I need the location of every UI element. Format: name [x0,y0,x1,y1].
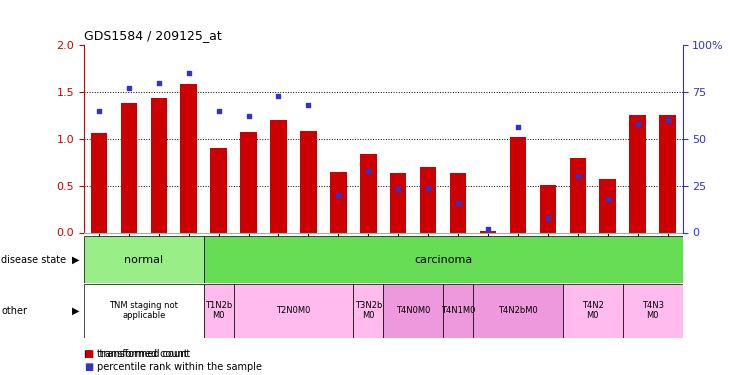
Text: T4N2bM0: T4N2bM0 [498,306,538,315]
Bar [240,132,257,232]
Point [542,214,554,220]
Bar [120,103,137,232]
Point [662,117,674,123]
Point [213,108,225,114]
Bar [659,116,676,232]
Bar [91,133,107,232]
Point [422,184,434,190]
Text: other: other [1,306,28,315]
Text: ▶: ▶ [72,306,79,315]
Bar [599,179,616,232]
Point [572,173,584,179]
Text: transformed count: transformed count [97,349,188,359]
Bar [330,172,347,232]
Bar [563,284,623,338]
Point [453,200,464,206]
Bar [84,236,204,283]
Point [483,226,494,232]
Bar [443,284,473,338]
Point [602,196,613,202]
Text: percentile rank within the sample: percentile rank within the sample [97,362,262,372]
Text: T4N2
M0: T4N2 M0 [582,301,604,320]
Bar [450,172,466,232]
Bar [270,120,287,232]
Bar [180,84,197,232]
Text: T3N2b
M0: T3N2b M0 [355,301,382,320]
Bar [210,148,227,232]
Text: T4N0M0: T4N0M0 [396,306,431,315]
Text: ■: ■ [84,349,93,359]
Bar [204,236,683,283]
Bar [480,231,496,232]
Point [333,192,345,198]
Text: ■  transformed count: ■ transformed count [84,349,191,359]
Bar [300,131,317,232]
Text: normal: normal [124,255,164,265]
Bar [473,284,563,338]
Bar [383,284,443,338]
Text: disease state: disease state [1,255,66,265]
Point [153,80,165,86]
Point [273,93,285,99]
Bar [204,284,234,338]
Text: T4N1M0: T4N1M0 [441,306,475,315]
Bar [569,158,586,232]
Bar [420,167,437,232]
Text: ▶: ▶ [72,255,79,265]
Bar [84,284,204,338]
Bar [390,172,407,232]
Bar [623,284,683,338]
Text: T2N0M0: T2N0M0 [276,306,311,315]
Point [393,186,404,192]
Point [303,102,315,108]
Text: carcinoma: carcinoma [414,255,472,265]
Point [631,121,644,127]
Text: ■: ■ [84,362,93,372]
Bar [360,154,377,232]
Point [93,108,105,114]
Text: T4N3
M0: T4N3 M0 [642,301,664,320]
Bar [150,99,167,232]
Bar [510,137,526,232]
Text: GDS1584 / 209125_at: GDS1584 / 209125_at [84,30,222,42]
Text: T1N2b
M0: T1N2b M0 [205,301,232,320]
Text: TNM staging not
applicable: TNM staging not applicable [110,301,178,320]
Bar [353,284,383,338]
Point [512,124,524,130]
Bar [539,185,556,232]
Point [242,113,255,119]
Point [123,85,134,91]
Bar [234,284,353,338]
Bar [629,116,646,232]
Point [363,168,374,174]
Point [182,70,194,76]
